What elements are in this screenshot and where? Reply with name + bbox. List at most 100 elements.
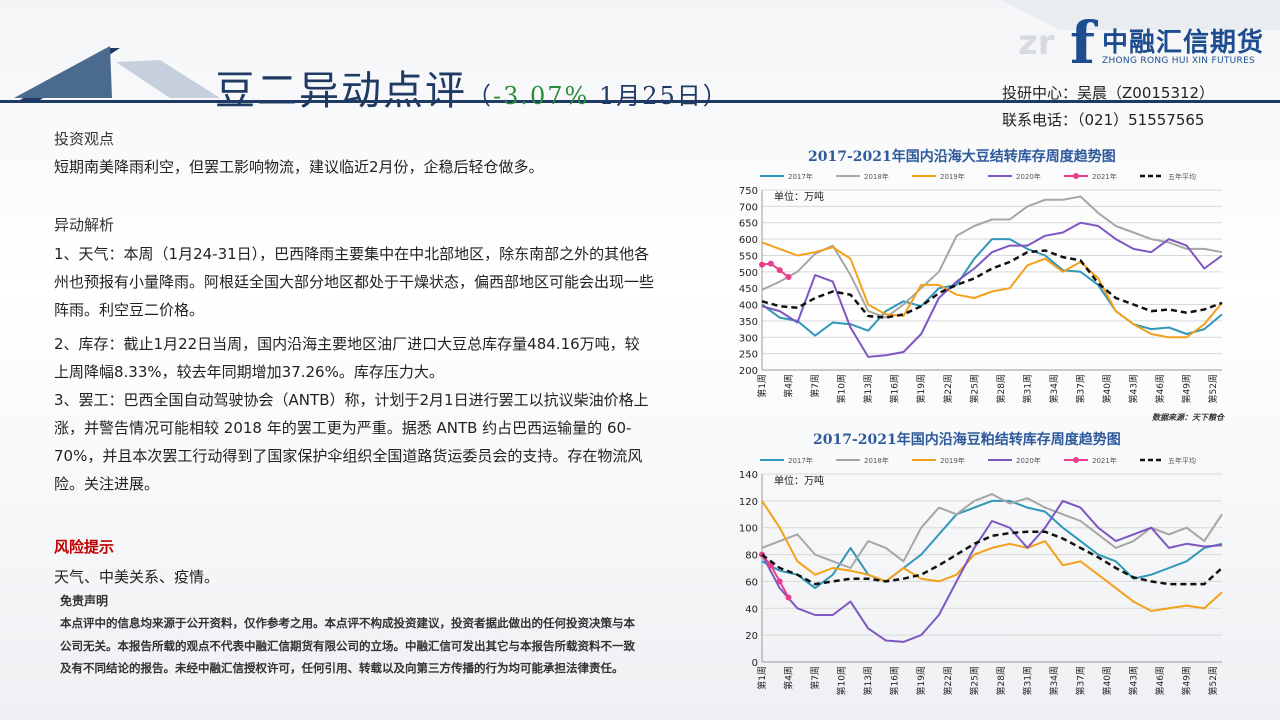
y-tick-label: 20: [745, 631, 758, 642]
x-tick-label: 第10周: [836, 374, 848, 403]
data-point: [785, 274, 792, 281]
title-paren-close: ）: [702, 82, 729, 110]
phone-contact: 联系电话：（021）51557565: [1002, 111, 1205, 129]
series-line-五年平均: [761, 249, 1223, 319]
legend-label: 2020年: [1016, 172, 1041, 181]
disclaimer-text: 本点评中的信息均来源于公开资料，仅作参考之用。本点评不构成投资建议，投资者据此做…: [60, 616, 635, 675]
x-tick-label: 第1周: [756, 374, 768, 398]
x-tick-label: 第43周: [1128, 666, 1140, 695]
series-line-2018年: [761, 195, 1223, 319]
logo-letter: f: [1070, 9, 1095, 77]
x-tick-label: 第25周: [968, 666, 980, 695]
legend-label: 2018年: [864, 456, 889, 465]
legend-label: 五年平均: [1168, 172, 1196, 181]
legend-label: 2018年: [864, 172, 889, 181]
x-tick-label: 第13周: [862, 666, 874, 695]
y-tick-label: 120: [739, 497, 758, 508]
legend-marker: [1073, 457, 1079, 463]
title-date: 1月25日: [589, 82, 703, 110]
data-point: [776, 267, 783, 274]
y-tick-label: 250: [739, 350, 758, 361]
y-tick-label: 600: [739, 235, 758, 246]
x-tick-label: 第7周: [809, 666, 821, 690]
page-title: 豆二异动点评（-3.07% 1月25日）: [215, 58, 729, 116]
y-tick-label: 550: [739, 251, 758, 262]
x-tick-label: 第19周: [915, 374, 927, 403]
x-tick-label: 第43周: [1128, 374, 1140, 403]
y-tick-label: 100: [739, 524, 758, 535]
company-logo: zr f 中融汇信期货 ZHONG RONG HUI XIN FUTURES: [1018, 14, 1268, 74]
legend-label: 2021年: [1092, 172, 1117, 181]
x-tick-label: 第22周: [942, 666, 954, 695]
x-tick-label: 第13周: [862, 374, 874, 403]
legend-label: 2019年: [940, 172, 965, 181]
x-tick-label: 第28周: [995, 666, 1007, 695]
legend-label: 2017年: [788, 172, 813, 181]
title-paren-open: （: [467, 82, 493, 110]
series-line-2020年: [761, 499, 1223, 643]
y-tick-label: 450: [739, 284, 758, 295]
data-point: [776, 578, 783, 585]
y-tick-label: 500: [739, 268, 758, 279]
data-source: 数据来源：天下粮仓: [1152, 413, 1226, 422]
risk-heading: 风险提示: [54, 538, 115, 556]
analysis-heading: 异动解析: [54, 216, 115, 234]
chart2-title: 2017-2021年国内沿海豆粕结转库存周度趋势图: [813, 432, 1121, 448]
x-tick-label: 第40周: [1101, 666, 1113, 695]
zr-watermark-icon: zr: [1018, 23, 1055, 62]
legend-label: 2020年: [1016, 456, 1041, 465]
chart-legend: 2017年 2018年 2019年 2020年 2021年 五年平均: [760, 456, 1196, 465]
y-tick-label: 300: [739, 333, 758, 344]
series-line-2019年: [761, 500, 1223, 612]
x-tick-label: 第46周: [1154, 374, 1166, 403]
series-line-2021年: [761, 553, 790, 598]
x-tick-label: 第16周: [889, 374, 901, 403]
series-line-2018年: [761, 493, 1223, 569]
x-tick-label: 第1周: [756, 666, 768, 690]
y-tick-label: 140: [739, 470, 758, 481]
series-line-2017年: [761, 238, 1223, 337]
x-tick-label: 第25周: [968, 374, 980, 403]
x-tick-label: 第19周: [915, 666, 927, 695]
analysis-weather: 1、天气：本周（1月24-31日），巴西降雨主要集中在中北部地区，除东南部之外的…: [54, 245, 655, 319]
risk-text: 天气、中美关系、疫情。: [54, 568, 220, 586]
legend-label: 五年平均: [1168, 456, 1196, 465]
data-point: [785, 594, 792, 601]
y-tick-label: 80: [745, 551, 758, 562]
y-tick-label: 200: [739, 366, 758, 377]
series-line-2020年: [761, 221, 1223, 358]
legend-label: 2021年: [1092, 456, 1117, 465]
data-point: [759, 261, 765, 268]
x-tick-label: 第10周: [836, 666, 848, 695]
x-tick-label: 第28周: [995, 374, 1007, 403]
x-tick-label: 第40周: [1101, 374, 1113, 403]
unit-label: 单位：万吨: [774, 474, 824, 487]
y-tick-label: 650: [739, 219, 758, 230]
x-tick-label: 第34周: [1048, 374, 1060, 403]
view-heading: 投资观点: [54, 130, 115, 148]
x-tick-label: 第31周: [1021, 666, 1033, 695]
series-line-五年平均: [761, 530, 1223, 586]
analysis-inventory: 2、库存：截止1月22日当周，国内沿海主要地区油厂进口大豆总库存量484.16万…: [54, 335, 640, 381]
x-tick-label: 第34周: [1048, 666, 1060, 695]
x-tick-label: 第4周: [783, 374, 795, 398]
x-tick-label: 第52周: [1207, 666, 1219, 695]
x-tick-label: 第31周: [1021, 374, 1033, 403]
y-tick-label: 40: [745, 604, 758, 615]
legend-marker: [1073, 173, 1079, 179]
x-tick-label: 第4周: [783, 666, 795, 690]
legend-label: 2017年: [788, 456, 813, 465]
x-tick-label: 第46周: [1154, 666, 1166, 695]
series-line-2017年: [761, 499, 1223, 590]
x-tick-label: 第7周: [809, 374, 821, 398]
y-tick-label: 700: [739, 202, 758, 213]
x-tick-label: 第16周: [889, 666, 901, 695]
series-line-2021年: [761, 262, 790, 278]
chart1-title: 2017-2021年国内沿海大豆结转库存周度趋势图: [808, 149, 1116, 165]
logo-name-cn: 中融汇信期货: [1102, 28, 1265, 58]
x-tick-label: 第49周: [1181, 374, 1193, 403]
unit-label: 单位：万吨: [774, 190, 824, 203]
